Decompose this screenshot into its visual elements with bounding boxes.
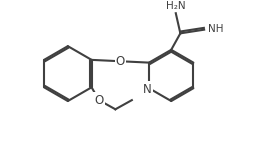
- Text: H₂N: H₂N: [166, 1, 186, 11]
- Text: O: O: [116, 55, 125, 68]
- Text: O: O: [94, 94, 104, 107]
- Text: NH: NH: [208, 24, 223, 34]
- Text: N: N: [143, 83, 152, 96]
